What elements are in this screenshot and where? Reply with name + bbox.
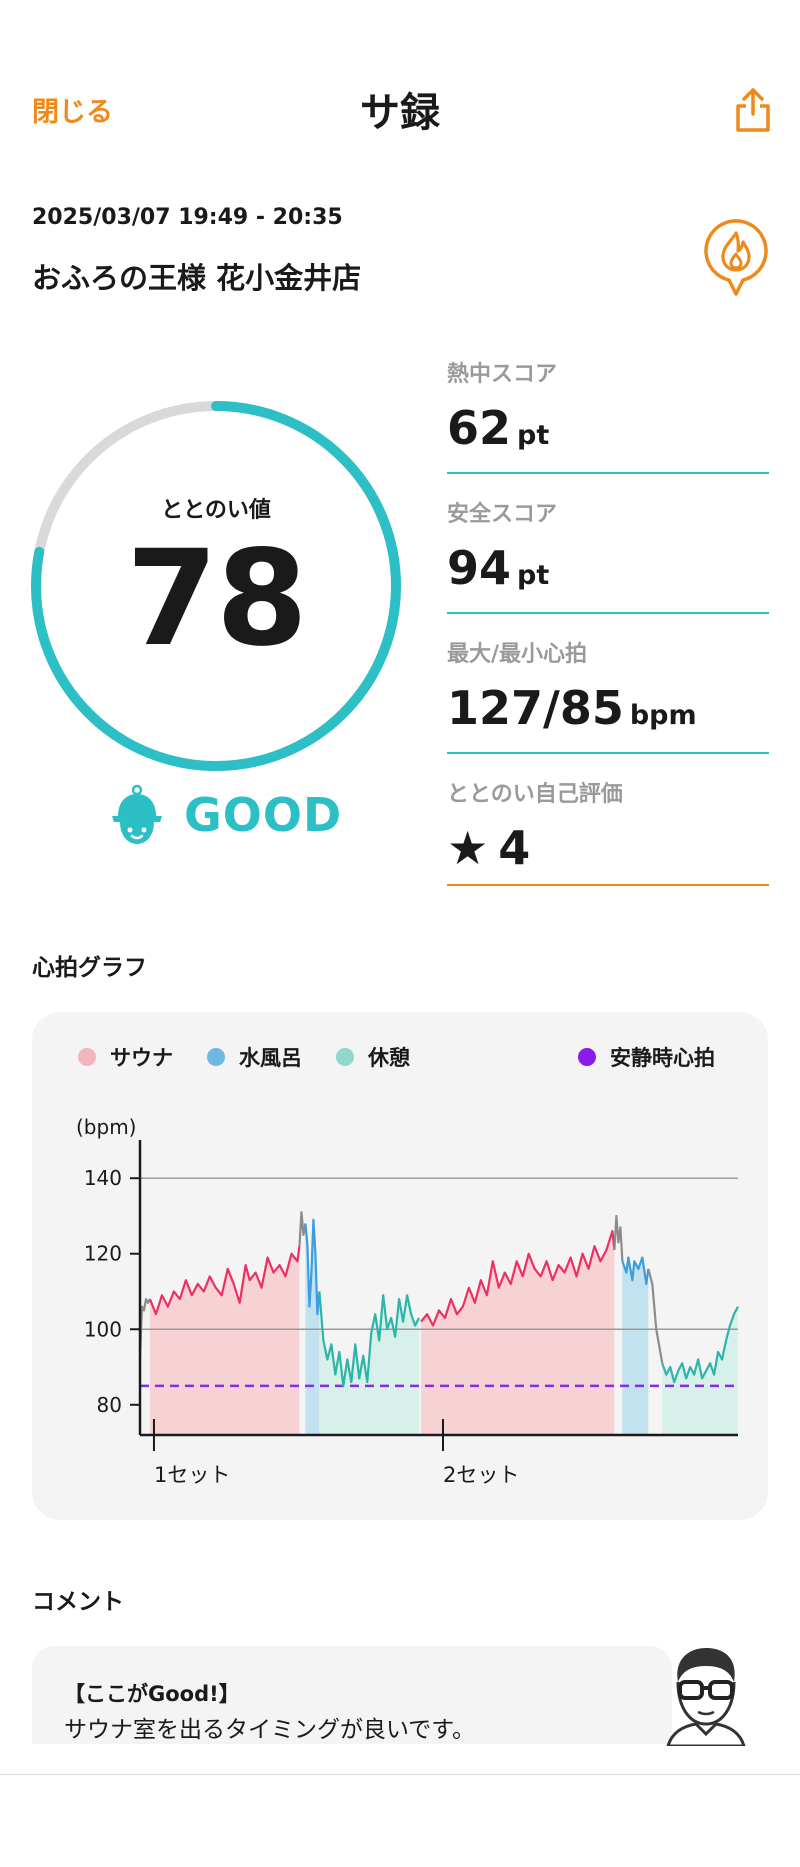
phase-area-cold_bath	[622, 1257, 649, 1435]
x-tick-label: 1セット	[154, 1463, 230, 1487]
stat-label: 安全スコア	[447, 502, 558, 527]
score-value: 78	[126, 522, 308, 676]
sauna-hat-face-icon	[110, 784, 164, 846]
stat-value: 94 pt	[447, 541, 550, 595]
rating-label: GOOD	[184, 788, 343, 842]
stat-value: ★ 4	[447, 821, 531, 875]
legend-dot	[78, 1048, 96, 1066]
series-line	[298, 1211, 307, 1247]
stat-label: 最大/最小心拍	[447, 642, 588, 667]
close-button[interactable]: 閉じる	[32, 97, 113, 128]
legend-cold-bath: 水風呂	[207, 1042, 302, 1072]
comment-section-title: コメント	[32, 1589, 124, 1615]
heart-rate-chart: 80 100 120 140 (bpm) 1セット 2セット	[76, 1115, 739, 1487]
divider	[447, 884, 769, 886]
totonoi-score-ring	[31, 401, 401, 771]
series-line	[613, 1214, 624, 1262]
page-title: サ録	[360, 90, 440, 136]
y-tick-label: 80	[97, 1393, 122, 1417]
stat-value: 62 pt	[447, 401, 550, 455]
series-line	[318, 1291, 421, 1388]
self-rating-stat[interactable]: ととのい自己評価 ★ 4	[447, 776, 769, 886]
phase-area-sauna	[149, 1246, 300, 1435]
divider	[447, 612, 769, 614]
flame-pin-icon[interactable]	[703, 218, 769, 298]
facility-name: おふろの王様 花小金井店	[32, 261, 362, 295]
legend-resting-hr: 安静時心拍	[578, 1044, 715, 1070]
y-axis-label: (bpm)	[76, 1115, 136, 1139]
heat-score-stat: 熱中スコア 62 pt	[447, 356, 769, 474]
stat-label: ととのい自己評価	[447, 782, 623, 807]
session-datetime: 2025/03/07 19:49 - 20:35	[32, 205, 343, 230]
heart-rate-stat: 最大/最小心拍 127/85 bpm	[447, 636, 769, 754]
comment-text: サウナ室を出るタイミングが良いです。	[64, 1717, 476, 1743]
star-icon: ★	[447, 821, 489, 875]
y-tick-label: 140	[84, 1166, 122, 1190]
series-line	[621, 1256, 650, 1286]
legend-rest: 休憩	[336, 1042, 410, 1072]
safety-score-stat: 安全スコア 94 pt	[447, 496, 769, 614]
series-line	[647, 1268, 664, 1364]
legend-dot	[207, 1048, 225, 1066]
divider	[447, 752, 769, 754]
advisor-avatar-icon	[664, 1642, 748, 1748]
share-icon[interactable]	[733, 86, 773, 134]
graph-section-title: 心拍グラフ	[32, 955, 147, 981]
legend-dot	[578, 1048, 596, 1066]
legend-sauna: サウナ	[78, 1042, 173, 1072]
series-line	[661, 1306, 739, 1384]
legend-dot	[336, 1048, 354, 1066]
series-line	[304, 1218, 321, 1316]
series-line	[420, 1229, 616, 1327]
rating: GOOD	[110, 780, 342, 850]
comment-bubble	[32, 1646, 672, 1744]
phase-area-sauna	[421, 1231, 615, 1435]
score-label: ととのい値	[161, 498, 271, 523]
comment-heading: 【ここがGood!】	[64, 1682, 240, 1706]
y-tick-label: 120	[84, 1242, 122, 1266]
series-line	[148, 1246, 301, 1316]
x-tick-label: 2セット	[443, 1463, 519, 1487]
bottom-divider	[0, 1774, 800, 1775]
graph-legend: サウナ 水風呂 休憩	[78, 1044, 444, 1070]
stat-value: 127/85 bpm	[447, 681, 697, 735]
divider	[447, 472, 769, 474]
stat-label: 熱中スコア	[447, 362, 558, 387]
series-line	[138, 1297, 151, 1360]
y-tick-label: 100	[84, 1317, 122, 1341]
